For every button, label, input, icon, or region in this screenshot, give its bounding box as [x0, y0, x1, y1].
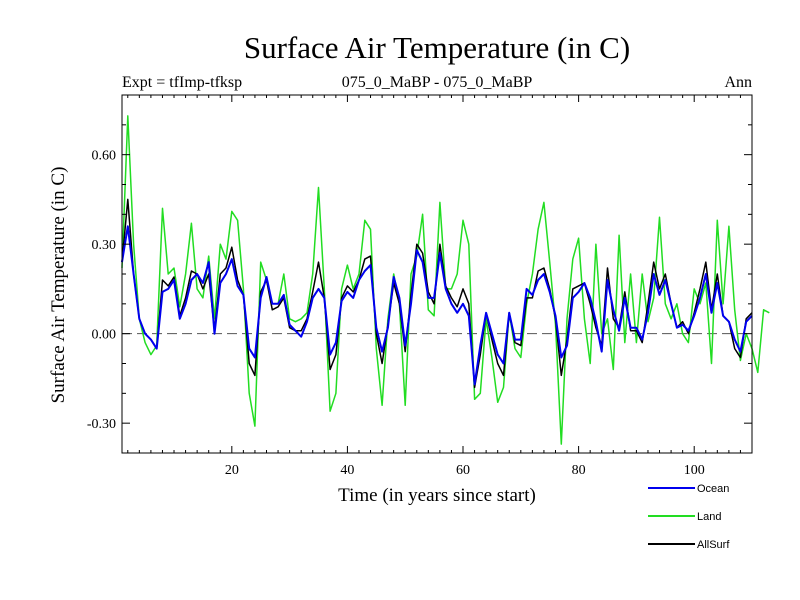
y-tick-label: -0.30: [87, 417, 116, 432]
legend-label-allsurf: AllSurf: [697, 539, 730, 551]
series-line-ocean: [121, 225, 753, 386]
x-tick-label: 80: [572, 463, 586, 478]
x-axis-label: Time (in years since start): [338, 485, 536, 506]
chart-title: Surface Air Temperature (in C): [244, 30, 630, 65]
axes-group: 20 40 60 80 100 -0.30 0.00 0.30 0.60: [87, 94, 753, 478]
y-tick-label: 0.60: [92, 149, 117, 164]
x-tick-label: 100: [684, 463, 705, 478]
legend-label-ocean: Ocean: [697, 483, 729, 495]
y-axis-label: Surface Air Temperature (in C): [48, 167, 69, 404]
series-group: [121, 115, 770, 445]
y-tick-label: 0.00: [92, 328, 117, 343]
x-tick-label: 20: [225, 463, 239, 478]
x-tick-label: 40: [340, 463, 354, 478]
legend-label-land: Land: [697, 511, 721, 523]
legend: Ocean Land AllSurf: [648, 483, 730, 551]
chart-subtitle-left: Expt = tfImp-tfksp: [122, 74, 242, 91]
chart-subtitle-center: 075_0_MaBP - 075_0_MaBP: [342, 74, 533, 91]
x-tick-label: 60: [456, 463, 470, 478]
y-tick-label: 0.30: [92, 238, 117, 253]
chart-subtitle-right: Ann: [724, 74, 752, 91]
